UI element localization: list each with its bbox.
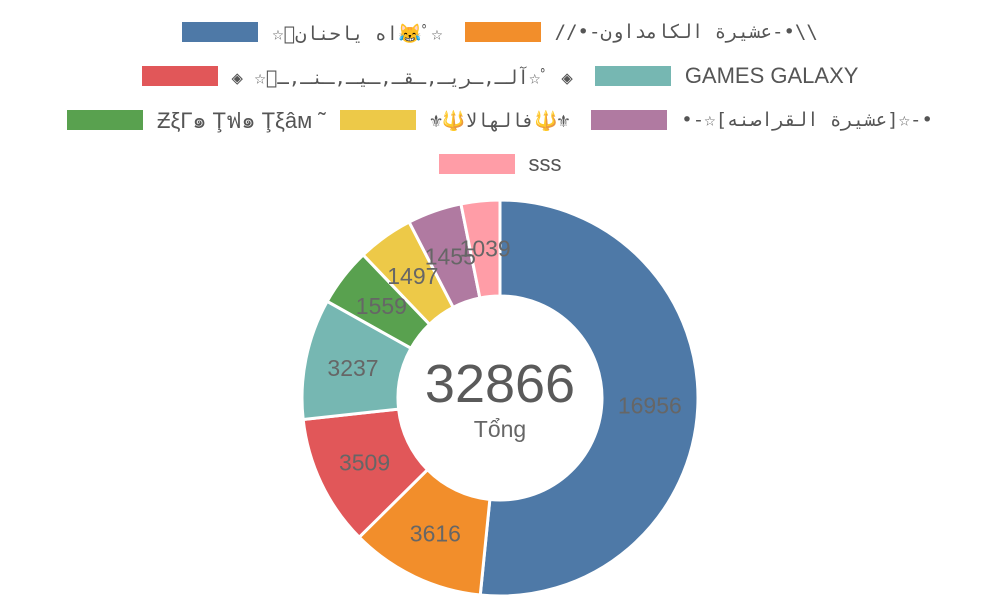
slice-value-label-7: 1039 [460, 236, 511, 262]
center-total: 32866 [425, 354, 575, 414]
legend-swatch-0 [182, 22, 259, 42]
donut-slice-0[interactable] [478, 198, 700, 598]
legend-swatch-1 [464, 22, 541, 42]
legend-swatch-3 [594, 66, 671, 86]
legend-item-1[interactable]: //•-عشيرة الكامداون-•\\ [464, 21, 818, 43]
legend-swatch-4 [67, 110, 144, 130]
slice-value-label-0: 16956 [618, 392, 682, 418]
legend-item-4[interactable]: ƵξΓ๑ Ţฟ๑ Ţξâм ̃ [67, 103, 318, 138]
legend-swatch-2 [141, 66, 218, 86]
legend-item-6[interactable]: •-☆[عشيرة القراصنه]☆-• [591, 109, 933, 131]
legend-row-2: ◈ ☆ﾟآلـ,ـريـ,ـقـ,ـيـ,ـنـ,ـ☆ﾟ ◈ GAMES GAL… [0, 63, 1000, 90]
legend-label-7: sss [528, 151, 562, 176]
center-caption: Tổng [474, 416, 526, 442]
legend-row-4: sss [0, 151, 1000, 177]
legend-item-3[interactable]: GAMES GALAXY [594, 63, 859, 89]
legend-label-2: ◈ ☆ﾟآلـ,ـريـ,ـقـ,ـيـ,ـنـ,ـ☆ﾟ ◈ [231, 66, 573, 89]
legend-item-5[interactable]: ⚜🔱فالهالا🔱⚜ [340, 109, 569, 132]
legend-swatch-6 [591, 110, 668, 130]
legend-swatch-5 [340, 110, 417, 130]
slice-value-label-5: 1497 [387, 263, 438, 289]
donut-slices [300, 198, 700, 598]
legend-row-1: ☆ﾟاه ياحنان😹ﾟ☆ //•-عشيرة الكامداون-•\\ [0, 19, 1000, 46]
donut-slice-7[interactable] [459, 198, 502, 300]
legend-row-3: ƵξΓ๑ Ţฟ๑ Ţξâм ̃ ⚜🔱فالهالا🔱⚜ •-☆[عشيرة ال… [0, 108, 1000, 133]
legend-swatch-7 [438, 154, 515, 174]
legend-item-2[interactable]: ◈ ☆ﾟآلـ,ـريـ,ـقـ,ـيـ,ـنـ,ـ☆ﾟ ◈ [141, 63, 573, 90]
legend-item-0[interactable]: ☆ﾟاه ياحنان😹ﾟ☆ [182, 19, 443, 46]
legend-label-0: ☆ﾟاه ياحنان😹ﾟ☆ [272, 22, 443, 45]
slice-value-label-2: 3509 [339, 449, 390, 475]
legend-label-5: ⚜🔱فالهالا🔱⚜ [430, 109, 570, 132]
slice-value-label-4: 1559 [356, 293, 407, 319]
legend-label-6: •-☆[عشيرة القراصنه]☆-• [681, 109, 933, 131]
slice-value-label-3: 3237 [327, 355, 378, 381]
slice-value-label-1: 3616 [410, 520, 461, 546]
legend-label-1: //•-عشيرة الكامداون-•\\ [554, 21, 818, 43]
legend-label-4: ƵξΓ๑ Ţฟ๑ Ţξâм ̃ [157, 107, 319, 133]
legend-label-3: GAMES GALAXY [684, 63, 859, 88]
slice-value-label-6: 1455 [425, 243, 476, 269]
legend-item-7[interactable]: sss [438, 151, 562, 177]
